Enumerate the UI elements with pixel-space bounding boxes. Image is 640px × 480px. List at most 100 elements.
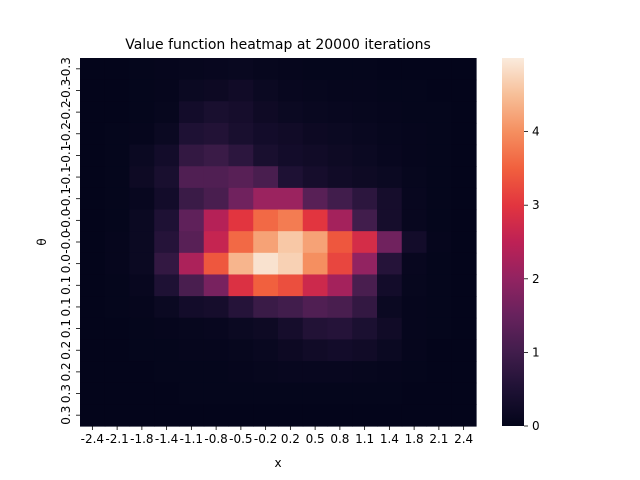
heatmap-cell — [203, 231, 230, 254]
heatmap-cell — [278, 339, 304, 362]
heatmap-cell — [179, 231, 205, 254]
heatmap-cell — [426, 252, 452, 276]
heatmap-cell — [129, 382, 155, 405]
y-tick-label: 0.1 — [59, 297, 73, 316]
heatmap-cell — [253, 361, 279, 384]
heatmap-cell — [302, 101, 329, 124]
heatmap-cell — [203, 274, 230, 297]
heatmap-cell — [401, 231, 428, 254]
x-tick-label: 1.4 — [380, 432, 399, 446]
heatmap-cell — [426, 361, 452, 384]
heatmap-cell — [129, 187, 155, 211]
heatmap-cell — [253, 231, 279, 254]
heatmap-cell — [129, 166, 155, 189]
heatmap-cell — [203, 361, 230, 384]
heatmap-cell — [179, 382, 205, 405]
heatmap-cell — [80, 209, 106, 232]
heatmap-cell — [426, 317, 452, 341]
heatmap-cell — [228, 144, 254, 167]
heatmap-cell — [377, 296, 403, 319]
heatmap-cell — [426, 404, 452, 427]
heatmap-cell — [401, 404, 428, 427]
heatmap-cell — [426, 79, 452, 102]
heatmap-cell — [352, 101, 378, 124]
heatmap-cell — [203, 404, 230, 427]
heatmap-cell — [327, 404, 353, 427]
colorbar-tick-label: 3 — [532, 198, 540, 212]
heatmap-cell — [129, 296, 155, 319]
heatmap-cell — [104, 252, 131, 276]
heatmap-cell — [327, 382, 353, 405]
heatmap-cell — [253, 339, 279, 362]
heatmap-cell — [426, 166, 452, 189]
heatmap-cell — [327, 361, 353, 384]
heatmap-cell — [327, 274, 353, 297]
heatmap-cell — [426, 187, 452, 211]
heatmap-cell — [352, 209, 378, 232]
heatmap-cell — [104, 101, 131, 124]
heatmap-cell — [203, 339, 230, 362]
heatmap-cell — [154, 339, 180, 362]
heatmap-cell — [179, 317, 205, 341]
heatmap-cell — [80, 79, 106, 102]
heatmap-cell — [154, 144, 180, 167]
x-tick-label: 2.1 — [429, 432, 448, 446]
y-tick-label: 0.3 — [59, 384, 73, 403]
x-axis-ticks: -2.4 -2.1 -1.8 -1.4 -1.1 -0.8 -0.5 -0.2 0.2 0.5 0.… — [81, 426, 473, 446]
heatmap-cell — [129, 79, 155, 102]
x-tick-label: 0.2 — [281, 432, 300, 446]
heatmap-cell — [104, 382, 131, 405]
heatmap-cell — [426, 296, 452, 319]
heatmap-cell — [154, 187, 180, 211]
y-tick-label: 0.0 — [59, 254, 73, 273]
heatmap-cell — [352, 404, 378, 427]
heatmap-cell — [203, 144, 230, 167]
heatmap-cell — [278, 101, 304, 124]
heatmap-cell — [104, 187, 131, 211]
heatmap-cell — [352, 296, 378, 319]
heatmap-cell — [352, 361, 378, 384]
heatmap-cell — [228, 58, 254, 81]
x-axis-label: x — [274, 456, 281, 470]
heatmap-cell — [377, 231, 403, 254]
heatmap-cell — [228, 339, 254, 362]
heatmap-cell — [80, 404, 106, 427]
heatmap-cell — [228, 317, 254, 341]
heatmap-cell — [401, 144, 428, 167]
heatmap-cell — [129, 252, 155, 276]
heatmap-cell — [327, 317, 353, 341]
heatmap-cell — [302, 187, 329, 211]
heatmap-cell — [154, 122, 180, 146]
heatmap-cell — [154, 296, 180, 319]
heatmap-cell — [154, 317, 180, 341]
heatmap-cell — [327, 296, 353, 319]
heatmap-cell — [203, 382, 230, 405]
heatmap-cell — [451, 404, 477, 427]
y-tick-label: -0.1 — [59, 144, 73, 167]
heatmap-cell — [179, 252, 205, 276]
heatmap-cell — [352, 122, 378, 146]
heatmap-cell — [80, 122, 106, 146]
heatmap-cell — [451, 166, 477, 189]
chart-title: Value function heatmap at 20000 iteratio… — [125, 37, 431, 53]
heatmap-cell — [377, 166, 403, 189]
heatmap-cell — [278, 382, 304, 405]
heatmap-cell — [426, 122, 452, 146]
heatmap-cell — [278, 361, 304, 384]
heatmap-cell — [104, 231, 131, 254]
heatmap-cell — [154, 252, 180, 276]
heatmap-cell — [179, 166, 205, 189]
x-tick-label: 0.5 — [306, 432, 325, 446]
heatmap-cell — [302, 166, 329, 189]
heatmap-cell — [203, 317, 230, 341]
heatmap-cell — [179, 101, 205, 124]
heatmap-cell — [179, 296, 205, 319]
heatmap-cell — [401, 58, 428, 81]
heatmap-cell — [401, 252, 428, 276]
colorbar-tick-label: 0 — [532, 419, 540, 433]
heatmap-cell — [352, 317, 378, 341]
x-tick-label: -1.8 — [130, 432, 153, 446]
heatmap-cell — [377, 317, 403, 341]
heatmap-cell — [451, 58, 477, 81]
